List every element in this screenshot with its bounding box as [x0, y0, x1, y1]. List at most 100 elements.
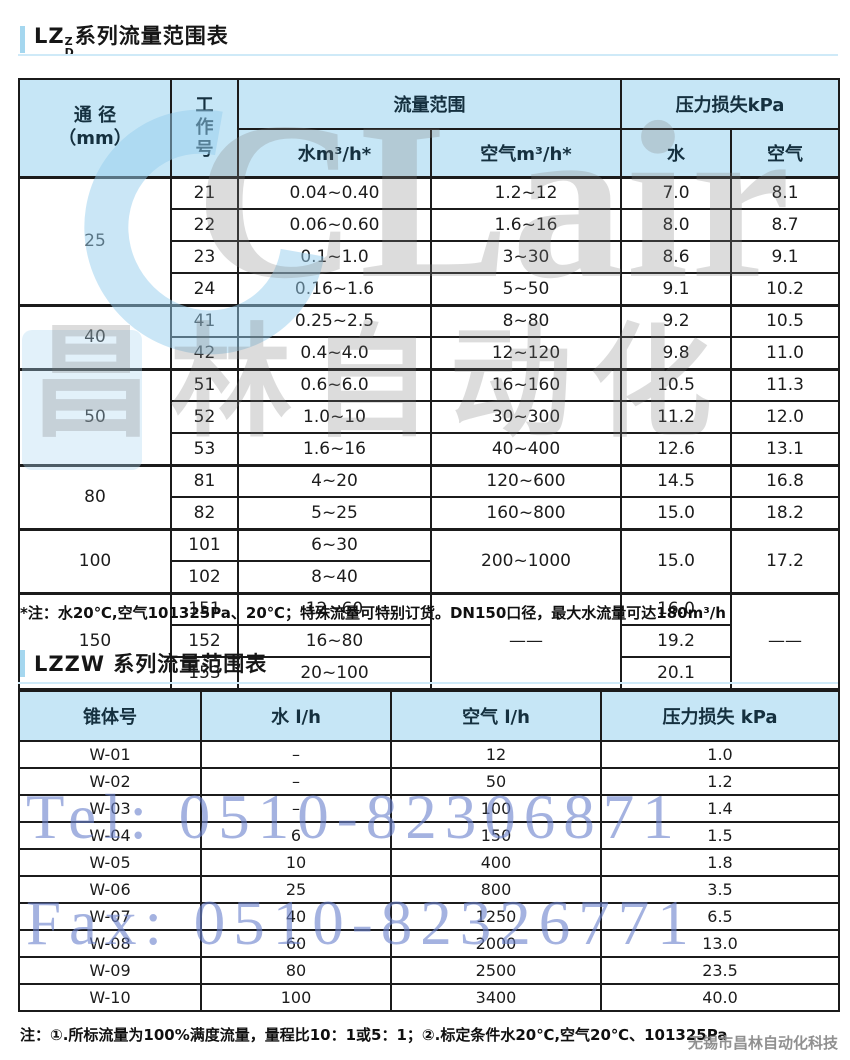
cell-water: 25 — [200, 875, 392, 904]
row-153: 153 20~100 20.1 — [19, 656, 839, 690]
cell-loss-air: 11.0 — [729, 336, 841, 370]
cell-cone: W-03 — [18, 794, 202, 823]
cell-water: – — [200, 740, 392, 769]
cell-loss: 1.4 — [600, 794, 840, 823]
cell-water: 100 — [200, 983, 392, 1012]
header-loss: 压力损失 kPa — [600, 690, 840, 742]
table1-title: LZ Z D 系列流量范围表 — [20, 20, 229, 58]
cell-air: 100 — [390, 794, 602, 823]
cell-loss-air: 18.2 — [729, 496, 841, 530]
row-152: 152 16~80 19.2 — [19, 624, 839, 658]
cell-cone: W-06 — [18, 875, 202, 904]
cell-air: 8~80 — [430, 303, 622, 338]
cell-air: 3400 — [390, 983, 602, 1012]
header-diameter-unit: （mm） — [58, 127, 132, 149]
cell-code: 41 — [170, 303, 239, 338]
row-24: 24 0.16~1.6 5~50 9.1 10.2 — [19, 272, 841, 306]
cell-loss: 23.5 — [600, 956, 840, 985]
row-w05: W-05 10 400 1.8 — [18, 848, 840, 877]
header-pressure-loss: 压力损失kPa — [619, 78, 841, 130]
cell-water: 12~60 — [237, 591, 432, 626]
row-w06: W-06 25 800 3.5 — [18, 875, 840, 904]
cell-water: 16~80 — [237, 624, 432, 658]
cell-size-50: 50 — [18, 367, 172, 466]
row-101: 100 101 6~30 200~1000 15.0 17.2 — [18, 527, 841, 594]
cell-loss-water: 8.6 — [620, 240, 732, 274]
cell-cone: W-09 — [18, 956, 202, 985]
cell-loss-water: 8.0 — [620, 208, 732, 242]
row-82: 82 5~25 160~800 15.0 18.2 — [19, 496, 841, 530]
cell-water: 10 — [200, 848, 392, 877]
cell-loss-water: 9.8 — [620, 336, 732, 370]
cell-code: 153 — [170, 656, 239, 690]
cell-air: 16~160 — [430, 367, 622, 402]
cell-air: 1.2~12 — [430, 175, 622, 210]
cell-cone: W-08 — [18, 929, 202, 958]
header-air-unit: 空气m³/h* — [430, 128, 622, 178]
cell-air-merged: 200~1000 — [430, 527, 622, 594]
table1-footnote: *注：水20℃,空气101325Pa、20℃；特殊流量可特别订货。DN150口径… — [20, 604, 726, 622]
table2-footnote: 注：①.所标流量为100%满度流量，量程比10：1或5：1；②.标定条件水20℃… — [20, 1026, 728, 1044]
cell-code: 101 — [170, 527, 239, 562]
header-air: 空气 l/h — [390, 690, 602, 742]
cell-loss-water: 7.0 — [620, 175, 732, 210]
cell-water: 5~25 — [237, 496, 432, 530]
cell-water: 60 — [200, 929, 392, 958]
cell-code: 53 — [170, 432, 239, 466]
cell-code: 23 — [170, 240, 239, 274]
cell-code: 42 — [170, 336, 239, 370]
cell-water: 20~100 — [237, 656, 432, 690]
cell-air: 1.6~16 — [430, 208, 622, 242]
cell-cone: W-05 — [18, 848, 202, 877]
row-151: 150 151 12~60 —— 16.0 —— — [18, 591, 841, 690]
cell-air: 12 — [390, 740, 602, 769]
cell-water: – — [200, 794, 392, 823]
cell-size-150: 150 — [18, 591, 172, 690]
title-accent-bar — [20, 25, 25, 53]
cell-cone: W-10 — [18, 983, 202, 1012]
cell-air: 30~300 — [430, 400, 622, 434]
header-loss-water: 水 — [620, 128, 732, 178]
cell-air: 5~50 — [430, 272, 622, 306]
cell-air: 50 — [390, 767, 602, 796]
row-w08: W-08 60 2000 13.0 — [18, 929, 840, 958]
table2-title-text: LZZW 系列流量范围表 — [34, 652, 268, 676]
cell-size-40: 40 — [18, 303, 172, 370]
cell-loss-air: 8.1 — [729, 175, 841, 210]
cell-code: 152 — [170, 624, 239, 658]
cell-water: 0.06~0.60 — [237, 208, 432, 242]
cell-loss-water: 11.2 — [620, 400, 732, 434]
title1-suffix: 系列流量范围表 — [74, 24, 229, 48]
cell-air: 160~800 — [430, 496, 622, 530]
cell-code: 81 — [170, 463, 239, 498]
cell-code: 82 — [170, 496, 239, 530]
cell-code: 151 — [170, 591, 239, 626]
cell-cone: W-02 — [18, 767, 202, 796]
title1-prefix: LZ — [34, 24, 65, 48]
cell-loss-air: 11.3 — [729, 367, 841, 402]
cell-loss-air: 12.0 — [729, 400, 841, 434]
cell-water: 6 — [200, 821, 392, 850]
row-23: 23 0.1~1.0 3~30 8.6 9.1 — [19, 240, 841, 274]
cell-size-25: 25 — [18, 175, 172, 306]
cell-loss-air-merged: —— — [729, 591, 841, 690]
cell-water: 40 — [200, 902, 392, 931]
row-41: 40 41 0.25~2.5 8~80 9.2 10.5 — [18, 303, 841, 370]
title1-sup: Z — [64, 35, 74, 48]
cell-loss-water: 20.1 — [620, 656, 732, 690]
cell-loss-air: 8.7 — [729, 208, 841, 242]
cell-water: 80 — [200, 956, 392, 985]
cell-size-100: 100 — [18, 527, 172, 594]
row-w04: W-04 6 150 1.5 — [18, 821, 840, 850]
header-flow-range: 流量范围 — [237, 78, 622, 130]
cell-water: 0.6~6.0 — [237, 367, 432, 402]
cell-water: 4~20 — [237, 463, 432, 498]
cell-loss-air: 13.1 — [729, 432, 841, 466]
header-diameter-label: 通 径 — [73, 105, 117, 127]
cell-loss: 3.5 — [600, 875, 840, 904]
cell-loss-water: 9.2 — [620, 303, 732, 338]
header-cone: 锥体号 — [18, 690, 202, 742]
cell-cone: W-01 — [18, 740, 202, 769]
